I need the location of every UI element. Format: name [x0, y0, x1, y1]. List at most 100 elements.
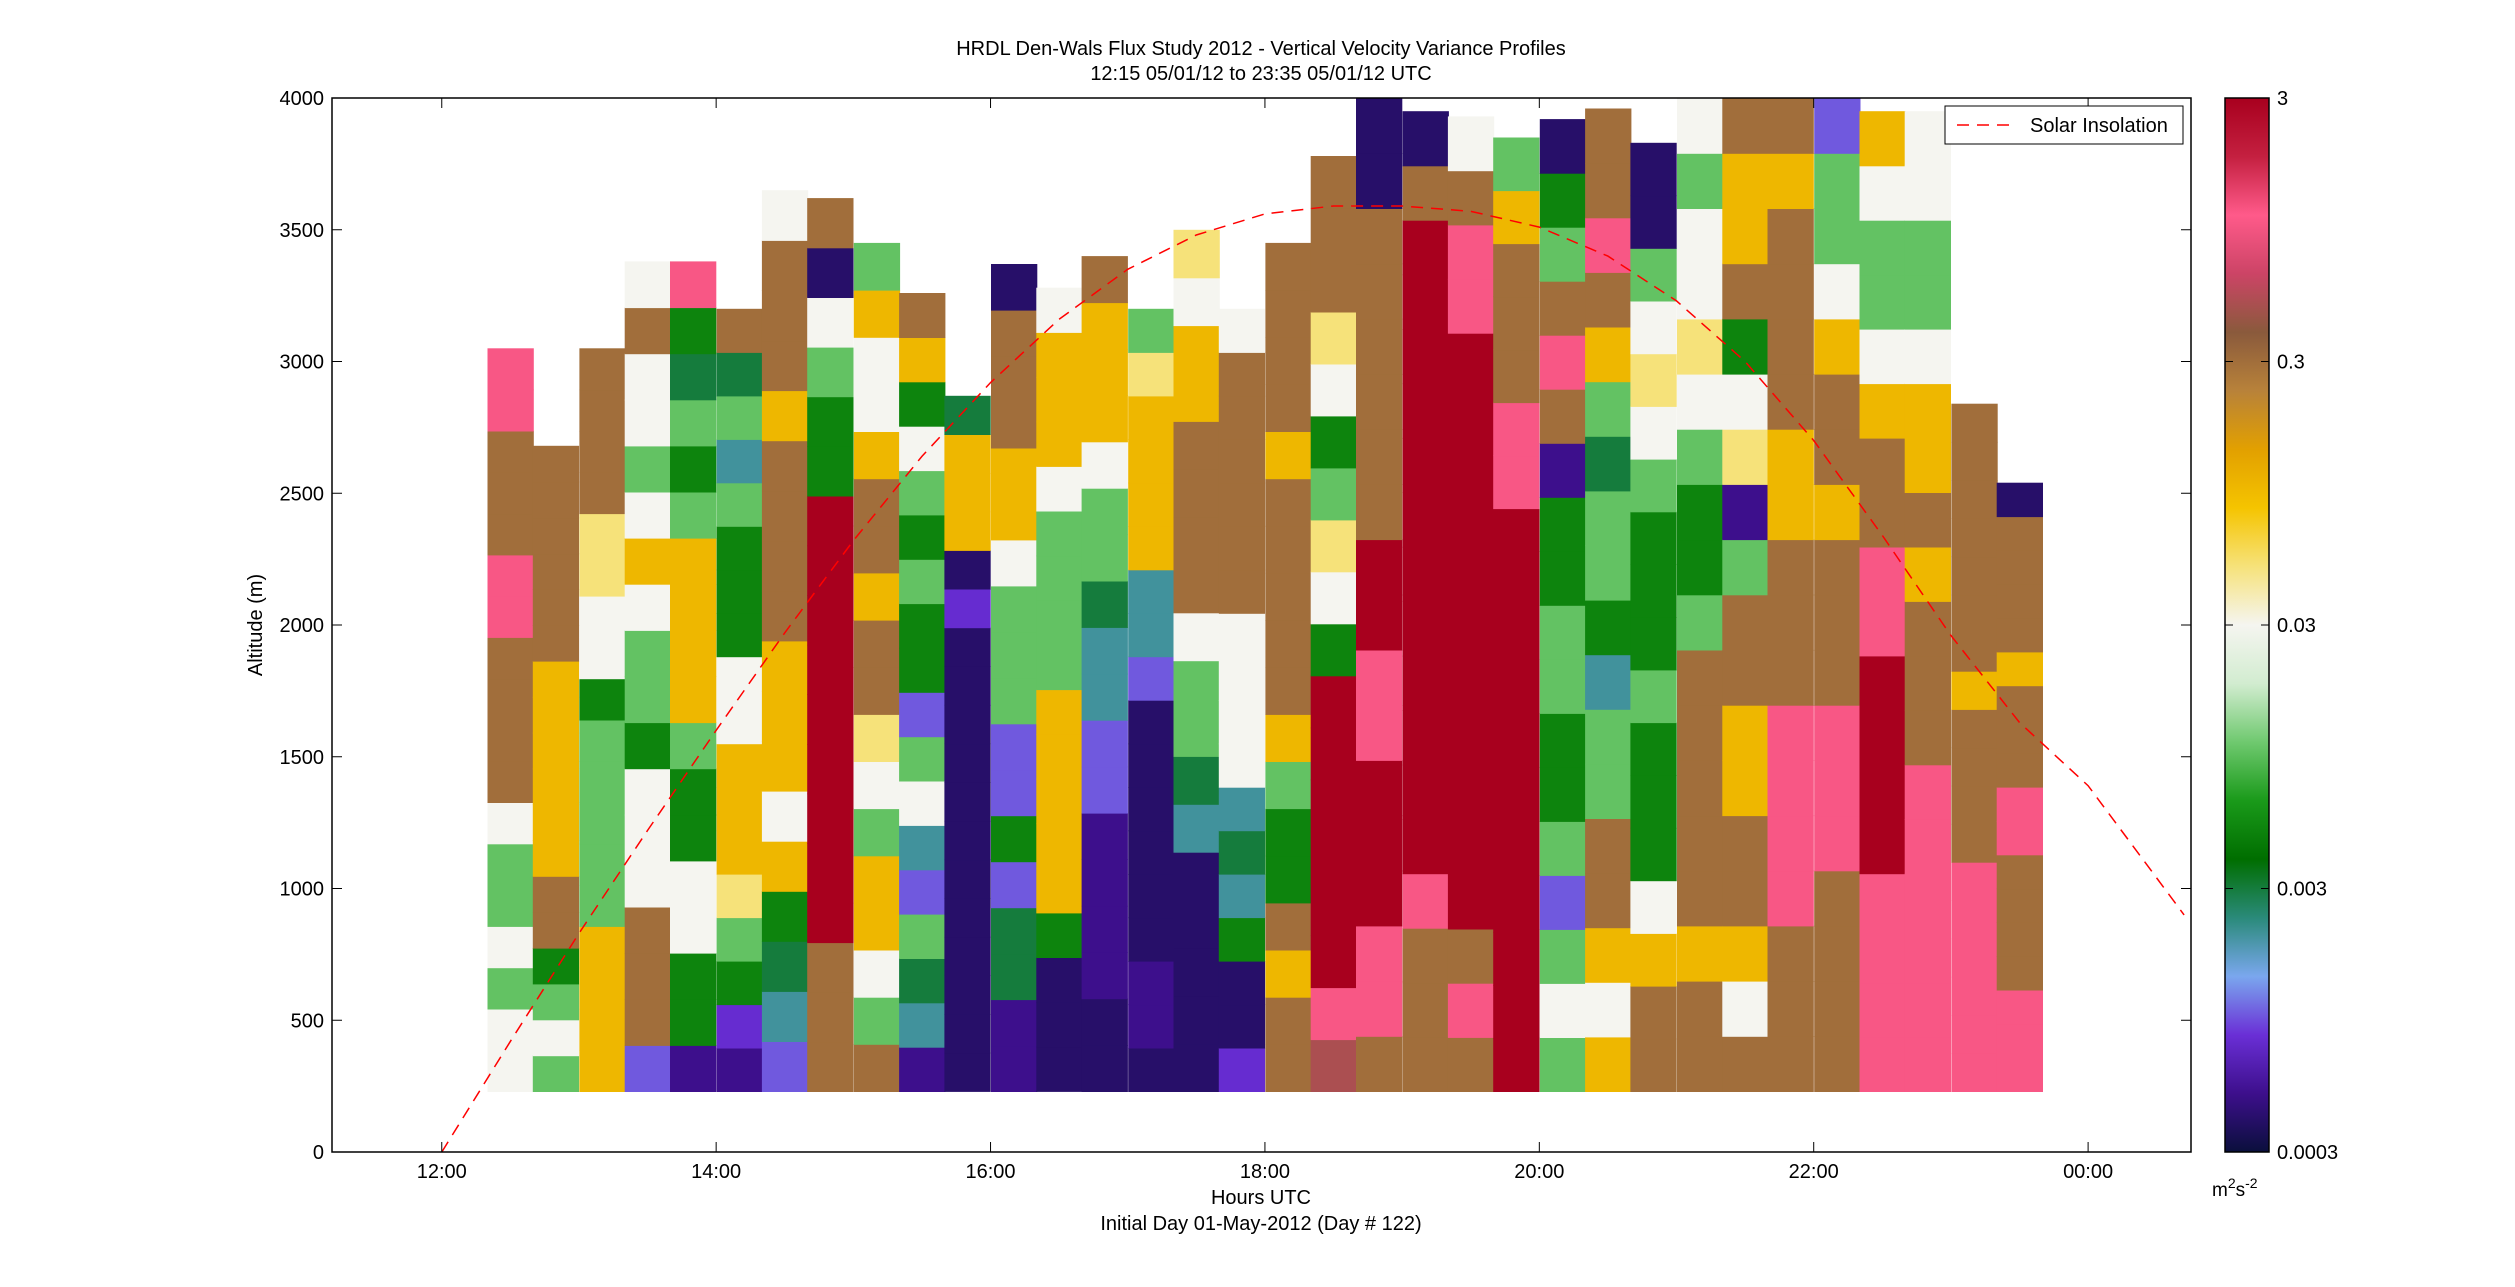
heatmap-cell [761, 740, 809, 792]
heatmap-cell [1218, 395, 1266, 440]
heatmap-cell [1173, 995, 1220, 1045]
heatmap-cell [1767, 760, 1814, 817]
heatmap-cell [991, 815, 1038, 863]
heatmap-cell [1904, 274, 1951, 330]
heatmap-cell [624, 860, 671, 908]
heatmap-cell [1356, 153, 1403, 209]
heatmap-cell [1814, 760, 1861, 817]
heatmap-cell [1402, 492, 1449, 548]
heatmap-cell [807, 644, 854, 695]
heatmap-cell [1036, 600, 1083, 646]
heatmap-cell [716, 308, 763, 353]
heatmap-cell [1859, 710, 1906, 766]
heatmap-cell [991, 401, 1038, 449]
heatmap-cell [532, 696, 580, 734]
heatmap-cell [1493, 137, 1540, 192]
heatmap-cell [487, 885, 534, 927]
heatmap-cell [1539, 173, 1587, 228]
heatmap-cell [807, 396, 854, 447]
heatmap-cell [1859, 111, 1906, 167]
heatmap-cell [487, 596, 534, 638]
heatmap-cell [1859, 220, 1906, 276]
heatmap-cell [1128, 439, 1175, 484]
heatmap-cell [1310, 831, 1357, 885]
heatmap-cell [1081, 256, 1128, 304]
heatmap-cell [1081, 395, 1128, 443]
heatmap-cell [1904, 873, 1951, 929]
heatmap-cell [761, 540, 809, 592]
heatmap-cell [1814, 594, 1861, 651]
heatmap-cell [944, 550, 991, 590]
heatmap-cell [853, 950, 901, 998]
heatmap-cell [1904, 546, 1951, 602]
heatmap-cell [532, 768, 580, 806]
heatmap-cell [1447, 441, 1495, 497]
heatmap-cell [532, 912, 580, 949]
heatmap-cell [899, 470, 946, 516]
solar-insolation-line [441, 205, 2185, 1152]
heatmap-cell [1630, 827, 1677, 882]
heatmap-cell [1951, 1015, 1998, 1054]
heatmap-cell [1081, 859, 1128, 907]
heatmap-cell [1356, 981, 1403, 1037]
heatmap-cell [1585, 818, 1632, 874]
heatmap-cell [1265, 384, 1312, 432]
heatmap-cell [1128, 656, 1175, 701]
heatmap-cell [1310, 883, 1357, 937]
heatmap-cell [1493, 561, 1540, 616]
heatmap-cell [1539, 821, 1587, 876]
heatmap-cell [1539, 551, 1587, 606]
heatmap-cell [532, 589, 580, 626]
colorbar-tick-label: 0.003 [2277, 879, 2327, 901]
heatmap-cell [1585, 927, 1632, 983]
heatmap-cell [853, 667, 901, 715]
heatmap-cell [1036, 868, 1083, 914]
heatmap-cell [853, 431, 901, 480]
heatmap-cell [899, 958, 946, 1004]
heatmap-cell [853, 384, 901, 432]
heatmap-cell [1630, 617, 1677, 671]
heatmap-cell [1036, 377, 1083, 423]
heatmap-cell [1218, 743, 1266, 788]
y-axis-label: Altitude (m) [245, 574, 267, 676]
heatmap-cell [1036, 511, 1083, 557]
heatmap-cell [1218, 1004, 1266, 1049]
heatmap-cell [716, 874, 763, 919]
x-axis-label: Hours UTC [1211, 1187, 1311, 1209]
heatmap-cell [1539, 713, 1587, 768]
heatmap-cell [991, 539, 1038, 587]
heatmap-cell [1310, 623, 1357, 677]
heatmap-cell [1447, 874, 1495, 930]
heatmap-cell [1081, 905, 1128, 953]
heatmap-cell [1951, 518, 1998, 558]
heatmap-cell [944, 975, 991, 1015]
heatmap-cell [1539, 605, 1587, 660]
heatmap-cell [1767, 539, 1814, 596]
heatmap-cell [807, 347, 854, 398]
heatmap-cell [716, 743, 763, 788]
heatmap-cell [579, 1008, 626, 1051]
heatmap-cell [899, 780, 946, 826]
heatmap-cell [1218, 526, 1266, 571]
heatmap-cell [1493, 985, 1540, 1039]
heatmap-cell [670, 860, 717, 908]
heatmap-cell [670, 445, 717, 493]
heatmap-cell [1173, 469, 1220, 518]
heatmap-cell [1265, 242, 1312, 291]
heatmap-cell [579, 472, 626, 515]
heatmap-profiles [487, 98, 2043, 1092]
heatmap-cell [1128, 743, 1175, 788]
heatmap-cell [807, 793, 854, 844]
heatmap-cell [853, 997, 901, 1045]
heatmap-cell [579, 843, 626, 886]
heatmap-cell [1493, 1038, 1540, 1092]
heatmap-cell [716, 830, 763, 875]
heatmap-cell [624, 1045, 671, 1092]
heatmap-cell [1173, 947, 1220, 997]
heatmap-cell [579, 348, 626, 391]
heatmap-cell [1402, 819, 1449, 875]
heatmap-cell [807, 942, 854, 993]
heatmap-cell [1677, 705, 1724, 761]
heatmap-cell [1630, 1038, 1677, 1092]
heatmap-cell [1447, 116, 1495, 172]
